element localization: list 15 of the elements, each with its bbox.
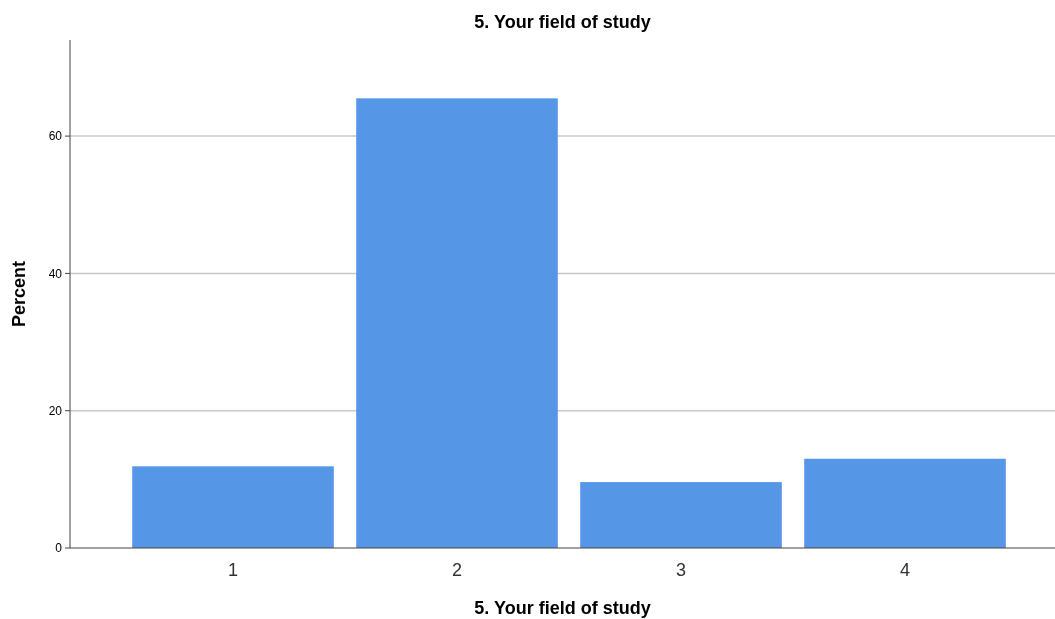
y-axis-title: Percent xyxy=(9,260,29,328)
y-tick-label: 60 xyxy=(48,129,63,144)
x-tick-label: 4 xyxy=(899,560,911,580)
y-tick-label: 0 xyxy=(55,541,63,556)
x-tick-label: 1 xyxy=(227,560,239,580)
bar xyxy=(356,98,558,548)
bar xyxy=(580,482,782,548)
x-axis-title: 5. Your field of study xyxy=(474,598,651,618)
bar xyxy=(804,458,1006,548)
bar xyxy=(132,466,334,548)
chart-title: 5. Your field of study xyxy=(474,12,651,32)
y-tick-label: 20 xyxy=(48,403,63,418)
x-tick-label: 2 xyxy=(451,560,463,580)
y-tick-label: 40 xyxy=(48,266,63,281)
x-tick-label: 3 xyxy=(675,560,687,580)
